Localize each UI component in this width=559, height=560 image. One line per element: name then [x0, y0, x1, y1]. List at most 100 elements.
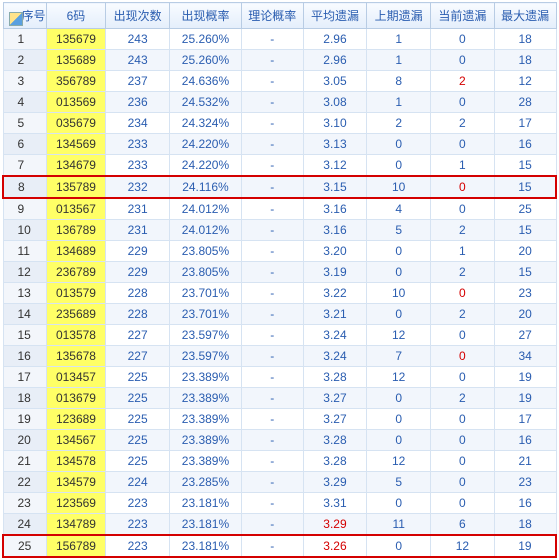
table-row[interactable]: 113567924325.260%-2.961018	[3, 29, 556, 50]
stats-table: 序号6码出现次数出现概率理论概率平均遗漏上期遗漏当前遗漏最大遗漏 1135679…	[2, 2, 557, 558]
cell-avg: 3.10	[303, 113, 367, 134]
cell-avg: 3.28	[303, 451, 367, 472]
cell-code: 156789	[46, 535, 106, 557]
cell-count: 233	[106, 155, 170, 177]
cell-theo: -	[241, 346, 303, 367]
cell-seq: 3	[3, 71, 46, 92]
table-row[interactable]: 613456923324.220%-3.130016	[3, 134, 556, 155]
cell-max: 15	[494, 176, 556, 198]
table-row[interactable]: 1423568922823.701%-3.210220	[3, 304, 556, 325]
table-row[interactable]: 1501357822723.597%-3.2412027	[3, 325, 556, 346]
table-row[interactable]: 901356723124.012%-3.164025	[3, 198, 556, 220]
cell-cur: 0	[431, 346, 495, 367]
cell-cur: 1	[431, 241, 495, 262]
cell-code: 013679	[46, 388, 106, 409]
table-row[interactable]: 2413478922323.181%-3.2911618	[3, 514, 556, 536]
col-header[interactable]: 出现概率	[169, 3, 241, 29]
table-row[interactable]: 2213457922423.285%-3.295023	[3, 472, 556, 493]
cell-theo: -	[241, 113, 303, 134]
cell-code: 013579	[46, 283, 106, 304]
cell-code: 134578	[46, 451, 106, 472]
cell-count: 227	[106, 346, 170, 367]
table-row[interactable]: 1013678923124.012%-3.165215	[3, 220, 556, 241]
cell-prob: 24.324%	[169, 113, 241, 134]
cell-code: 356789	[46, 71, 106, 92]
cell-code: 123569	[46, 493, 106, 514]
sort-icon[interactable]	[9, 12, 23, 26]
cell-cur: 6	[431, 514, 495, 536]
cell-cur: 2	[431, 220, 495, 241]
table-row[interactable]: 1912368922523.389%-3.270017	[3, 409, 556, 430]
cell-cur: 0	[431, 283, 495, 304]
cell-prev: 0	[367, 262, 431, 283]
cell-count: 243	[106, 29, 170, 50]
cell-avg: 3.19	[303, 262, 367, 283]
cell-theo: -	[241, 241, 303, 262]
col-header[interactable]: 理论概率	[241, 3, 303, 29]
cell-code: 135689	[46, 50, 106, 71]
table-row[interactable]: 2013456722523.389%-3.280016	[3, 430, 556, 451]
cell-prob: 23.701%	[169, 283, 241, 304]
cell-count: 231	[106, 220, 170, 241]
col-header[interactable]: 序号	[3, 3, 46, 29]
col-header[interactable]: 平均遗漏	[303, 3, 367, 29]
table-row[interactable]: 1701345722523.389%-3.2812019	[3, 367, 556, 388]
table-row[interactable]: 1301357922823.701%-3.2210023	[3, 283, 556, 304]
col-header[interactable]: 出现次数	[106, 3, 170, 29]
cell-theo: -	[241, 388, 303, 409]
cell-count: 232	[106, 176, 170, 198]
col-header[interactable]: 上期遗漏	[367, 3, 431, 29]
cell-cur: 0	[431, 29, 495, 50]
cell-count: 228	[106, 283, 170, 304]
table-row[interactable]: 813578923224.116%-3.1510015	[3, 176, 556, 198]
table-row[interactable]: 1113468922923.805%-3.200120	[3, 241, 556, 262]
cell-prob: 23.389%	[169, 430, 241, 451]
cell-cur: 1	[431, 155, 495, 177]
col-header[interactable]: 当前遗漏	[431, 3, 495, 29]
cell-max: 23	[494, 283, 556, 304]
cell-seq: 4	[3, 92, 46, 113]
cell-prev: 0	[367, 409, 431, 430]
cell-prob: 23.389%	[169, 409, 241, 430]
table-row[interactable]: 335678923724.636%-3.058212	[3, 71, 556, 92]
cell-prob: 23.805%	[169, 241, 241, 262]
table-row[interactable]: 2312356922323.181%-3.310016	[3, 493, 556, 514]
cell-prob: 23.701%	[169, 304, 241, 325]
table-row[interactable]: 2515678922323.181%-3.2601219	[3, 535, 556, 557]
cell-cur: 12	[431, 535, 495, 557]
cell-seq: 12	[3, 262, 46, 283]
cell-seq: 24	[3, 514, 46, 536]
table-row[interactable]: 401356923624.532%-3.081028	[3, 92, 556, 113]
cell-code: 134689	[46, 241, 106, 262]
table-row[interactable]: 713467923324.220%-3.120115	[3, 155, 556, 177]
cell-theo: -	[241, 220, 303, 241]
table-row[interactable]: 2113457822523.389%-3.2812021	[3, 451, 556, 472]
cell-avg: 3.22	[303, 283, 367, 304]
table-row[interactable]: 213568924325.260%-2.961018	[3, 50, 556, 71]
cell-prob: 23.389%	[169, 388, 241, 409]
cell-seq: 18	[3, 388, 46, 409]
cell-prob: 24.012%	[169, 220, 241, 241]
table-row[interactable]: 1613567822723.597%-3.247034	[3, 346, 556, 367]
cell-seq: 19	[3, 409, 46, 430]
cell-seq: 15	[3, 325, 46, 346]
cell-cur: 2	[431, 388, 495, 409]
col-header[interactable]: 最大遗漏	[494, 3, 556, 29]
cell-seq: 7	[3, 155, 46, 177]
col-header[interactable]: 6码	[46, 3, 106, 29]
table-row[interactable]: 503567923424.324%-3.102217	[3, 113, 556, 134]
table-row[interactable]: 1801367922523.389%-3.270219	[3, 388, 556, 409]
cell-avg: 3.28	[303, 430, 367, 451]
cell-avg: 3.24	[303, 325, 367, 346]
cell-prob: 23.181%	[169, 535, 241, 557]
cell-avg: 3.16	[303, 220, 367, 241]
cell-cur: 0	[431, 50, 495, 71]
cell-max: 18	[494, 29, 556, 50]
table-header: 序号6码出现次数出现概率理论概率平均遗漏上期遗漏当前遗漏最大遗漏	[3, 3, 556, 29]
cell-theo: -	[241, 176, 303, 198]
cell-max: 23	[494, 472, 556, 493]
table-row[interactable]: 1223678922923.805%-3.190215	[3, 262, 556, 283]
cell-prob: 23.389%	[169, 451, 241, 472]
cell-code: 134567	[46, 430, 106, 451]
cell-count: 223	[106, 493, 170, 514]
